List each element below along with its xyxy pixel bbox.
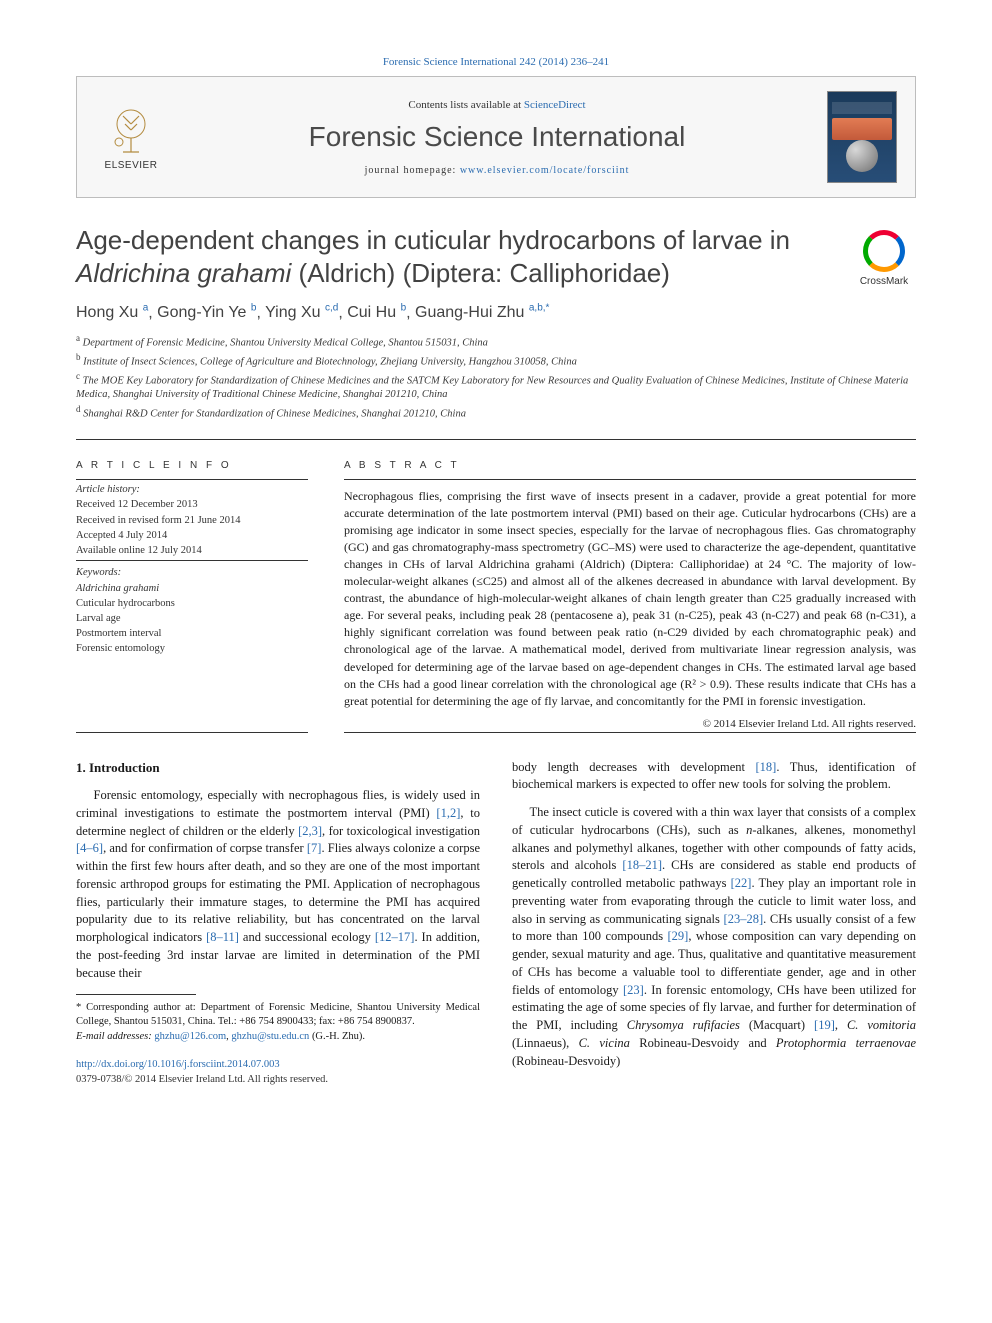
journal-cover-thumb (827, 91, 897, 183)
ref-link[interactable]: [12–17] (375, 930, 415, 944)
author: Guang-Hui Zhu a,b,* (415, 304, 549, 321)
email-link[interactable]: ghzhu@stu.edu.cn (231, 1031, 309, 1042)
keyword: Postmortem interval (76, 626, 308, 641)
body-text: 1. Introduction Forensic entomology, esp… (76, 759, 916, 1088)
sciencedirect-link[interactable]: ScienceDirect (524, 99, 586, 111)
ref-link[interactable]: [7] (307, 841, 322, 855)
affiliations: a Department of Forensic Medicine, Shant… (76, 332, 916, 421)
intro-p2: The insect cuticle is covered with a thi… (512, 804, 916, 1070)
ref-link[interactable]: [23] (623, 983, 644, 997)
author-aff: b (251, 303, 257, 314)
history-revised: Received in revised form 21 June 2014 (76, 513, 308, 528)
affiliation-text: The MOE Key Laboratory for Standardizati… (76, 375, 908, 400)
email-label: E-mail addresses: (76, 1031, 154, 1042)
subrule (76, 479, 308, 480)
article-info-head: A R T I C L E I N F O (76, 460, 308, 471)
affiliation-text: Department of Forensic Medicine, Shantou… (83, 338, 488, 349)
history-online: Available online 12 July 2014 (76, 543, 308, 558)
author-name: Guang-Hui Zhu (415, 304, 524, 321)
author-aff: c,d (325, 303, 338, 314)
publisher-name: ELSEVIER (105, 160, 158, 171)
author: Gong-Yin Ye b (157, 304, 256, 321)
abstract-text: Necrophagous flies, comprising the first… (344, 488, 916, 709)
corresponding-text: * Corresponding author at: Department of… (76, 1001, 480, 1029)
author-name: Cui Hu (347, 304, 396, 321)
keywords-head: Keywords: (76, 565, 308, 580)
author-name: Hong Xu (76, 304, 138, 321)
contents-line: Contents lists available at ScienceDirec… (167, 99, 827, 111)
affiliation: b Institute of Insect Sciences, College … (76, 351, 916, 370)
title-part2: (Aldrich) (Diptera: Calliphoridae) (291, 258, 670, 288)
affiliation: a Department of Forensic Medicine, Shant… (76, 332, 916, 351)
footer-rule (76, 994, 196, 995)
abstract-head: A B S T R A C T (344, 460, 916, 471)
contents-prefix: Contents lists available at (408, 99, 523, 111)
abstract-end-rule (344, 732, 916, 733)
article-info-column: A R T I C L E I N F O Article history: R… (76, 450, 308, 732)
ref-link[interactable]: [18–21] (622, 858, 662, 872)
intro-p1: Forensic entomology, especially with nec… (76, 787, 480, 982)
author-name: Gong-Yin Ye (157, 304, 246, 321)
journal-home-link[interactable]: www.elsevier.com/locate/forsciint (460, 165, 630, 176)
email-suffix: (G.-H. Zhu). (309, 1031, 365, 1042)
affiliation: d Shanghai R&D Center for Standardizatio… (76, 403, 916, 422)
affiliation: c The MOE Key Laboratory for Standardiza… (76, 370, 916, 403)
ref-link[interactable]: [2,3] (298, 824, 322, 838)
journal-home-prefix: journal homepage: (365, 165, 460, 176)
journal-header-card: ELSEVIER Contents lists available at Sci… (76, 76, 916, 198)
author-aff: b (401, 303, 407, 314)
author-aff: a (143, 303, 149, 314)
author-name: Ying Xu (265, 304, 320, 321)
crossmark-icon (863, 230, 905, 272)
elsevier-tree-icon (105, 104, 157, 156)
doi-link[interactable]: http://dx.doi.org/10.1016/j.forsciint.20… (76, 1058, 480, 1073)
crossmark-badge[interactable]: CrossMark (852, 230, 916, 287)
journal-name: Forensic Science International (167, 121, 827, 153)
corresponding-footer: * Corresponding author at: Department of… (76, 994, 480, 1044)
crossmark-label: CrossMark (860, 276, 908, 287)
ref-link[interactable]: [29] (668, 929, 689, 943)
subrule (344, 479, 916, 480)
copyright-line: © 2014 Elsevier Ireland Ltd. All rights … (344, 718, 916, 730)
keyword: Larval age (76, 611, 308, 626)
keyword: Forensic entomology (76, 641, 308, 656)
history-head: Article history: (76, 482, 308, 497)
author: Ying Xu c,d (265, 304, 338, 321)
ref-link[interactable]: [19] (814, 1018, 835, 1032)
email-line: E-mail addresses: ghzhu@126.com, ghzhu@s… (76, 1030, 480, 1044)
elsevier-logo: ELSEVIER (95, 94, 167, 180)
email-link[interactable]: ghzhu@126.com (154, 1031, 226, 1042)
author-list: Hong Xu a, Gong-Yin Ye b, Ying Xu c,d, C… (76, 303, 916, 322)
intro-p1-continued: body length decreases with development [… (512, 759, 916, 795)
intro-heading: 1. Introduction (76, 759, 480, 777)
affiliation-text: Institute of Insect Sciences, College of… (83, 357, 577, 368)
title-part1: Age-dependent changes in cuticular hydro… (76, 225, 790, 255)
author: Hong Xu a (76, 304, 148, 321)
history-accepted: Accepted 4 July 2014 (76, 528, 308, 543)
ref-link[interactable]: [1,2] (436, 806, 460, 820)
article-title: Age-dependent changes in cuticular hydro… (76, 224, 828, 289)
issn-rights: 0379-0738/© 2014 Elsevier Ireland Ltd. A… (76, 1073, 480, 1088)
author-aff: a,b, (529, 303, 546, 314)
affiliation-text: Shanghai R&D Center for Standardization … (83, 408, 466, 419)
author: Cui Hu b (347, 304, 406, 321)
history-received: Received 12 December 2013 (76, 497, 308, 512)
ref-link[interactable]: [18] (756, 760, 777, 774)
keyword: Aldrichina grahami (76, 581, 308, 596)
ref-link[interactable]: [23–28] (724, 912, 764, 926)
keywords-list: Aldrichina grahami Cuticular hydrocarbon… (76, 581, 308, 657)
running-head: Forensic Science International 242 (2014… (76, 56, 916, 68)
subrule (76, 560, 308, 561)
ref-link[interactable]: [8–11] (206, 930, 239, 944)
journal-homepage-line: journal homepage: www.elsevier.com/locat… (167, 165, 827, 176)
section-rule (76, 439, 916, 440)
title-species: Aldrichina grahami (76, 258, 291, 288)
keyword: Cuticular hydrocarbons (76, 596, 308, 611)
ref-link[interactable]: [22] (731, 876, 752, 890)
abstract-column: A B S T R A C T Necrophagous flies, comp… (344, 450, 916, 732)
ref-link[interactable]: [4–6] (76, 841, 103, 855)
corresponding-star: * (546, 303, 550, 314)
